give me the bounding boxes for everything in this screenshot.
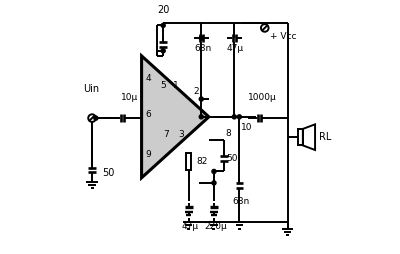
Text: 1: 1 — [173, 81, 179, 90]
Text: 1000μ: 1000μ — [248, 93, 277, 102]
Text: 10μ: 10μ — [121, 93, 138, 102]
Text: 5: 5 — [160, 81, 166, 90]
Circle shape — [237, 115, 242, 119]
Bar — [298, 129, 303, 145]
Text: 7: 7 — [163, 130, 168, 139]
Text: 2: 2 — [193, 87, 199, 96]
Circle shape — [161, 23, 165, 27]
Circle shape — [232, 115, 236, 119]
Text: 68n: 68n — [232, 197, 249, 207]
Text: Uin: Uin — [83, 84, 99, 94]
Text: 10: 10 — [241, 122, 253, 132]
Bar — [186, 153, 191, 170]
Text: 82: 82 — [196, 157, 208, 166]
Circle shape — [199, 36, 203, 40]
Text: RL: RL — [319, 132, 332, 142]
Circle shape — [212, 169, 216, 173]
Text: 3: 3 — [178, 130, 184, 139]
Text: 68n: 68n — [194, 44, 211, 53]
Circle shape — [161, 49, 165, 53]
Circle shape — [212, 181, 216, 185]
Text: 47μ: 47μ — [181, 221, 198, 231]
Text: 47μ: 47μ — [226, 44, 244, 53]
Circle shape — [199, 115, 203, 119]
Polygon shape — [142, 56, 209, 178]
Text: 20: 20 — [158, 5, 170, 15]
Circle shape — [94, 116, 98, 120]
Text: 220μ: 220μ — [204, 221, 227, 231]
Circle shape — [199, 97, 203, 101]
Text: 4: 4 — [145, 74, 151, 83]
Text: 9: 9 — [145, 150, 151, 160]
Text: + Vcc: + Vcc — [270, 32, 296, 41]
Text: 50: 50 — [102, 168, 114, 178]
Text: 8: 8 — [225, 129, 231, 138]
Text: 6: 6 — [145, 110, 151, 119]
Text: 50: 50 — [226, 154, 238, 163]
